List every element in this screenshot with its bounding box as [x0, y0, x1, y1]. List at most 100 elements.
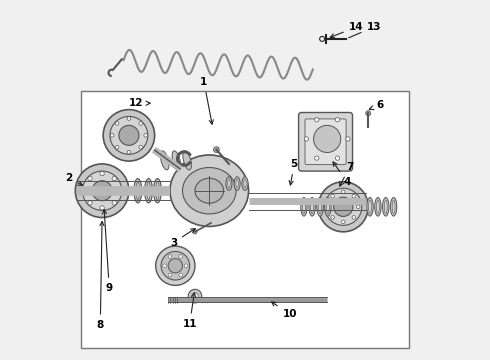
Circle shape: [144, 134, 147, 137]
Circle shape: [318, 182, 368, 232]
Circle shape: [326, 205, 330, 208]
Ellipse shape: [325, 198, 331, 216]
Text: 5: 5: [289, 159, 298, 185]
Ellipse shape: [392, 200, 395, 213]
Circle shape: [82, 171, 122, 210]
Text: 1: 1: [200, 77, 213, 124]
Ellipse shape: [391, 198, 397, 216]
Circle shape: [314, 125, 341, 153]
Ellipse shape: [172, 151, 181, 170]
Text: 3: 3: [170, 229, 195, 248]
Ellipse shape: [236, 179, 239, 188]
Ellipse shape: [383, 198, 389, 216]
Circle shape: [192, 293, 198, 299]
Ellipse shape: [242, 177, 248, 190]
Circle shape: [100, 171, 104, 176]
Ellipse shape: [234, 177, 240, 190]
Ellipse shape: [302, 200, 305, 213]
Circle shape: [315, 156, 319, 160]
Circle shape: [112, 201, 117, 205]
Circle shape: [168, 273, 172, 277]
Circle shape: [193, 230, 197, 234]
Text: 8: 8: [97, 221, 104, 330]
Ellipse shape: [376, 200, 379, 213]
Circle shape: [88, 176, 92, 181]
Text: 9: 9: [102, 210, 113, 293]
Text: 2: 2: [66, 173, 82, 185]
Ellipse shape: [182, 167, 236, 214]
Ellipse shape: [136, 182, 140, 200]
Text: 6: 6: [369, 100, 383, 111]
FancyBboxPatch shape: [298, 112, 352, 171]
Circle shape: [184, 264, 188, 267]
Text: 12: 12: [129, 98, 150, 108]
Ellipse shape: [156, 182, 159, 200]
Circle shape: [92, 181, 112, 201]
Ellipse shape: [326, 200, 329, 213]
Circle shape: [352, 216, 356, 219]
Ellipse shape: [317, 198, 323, 216]
Text: 4: 4: [333, 162, 351, 187]
Ellipse shape: [244, 179, 246, 188]
Circle shape: [100, 206, 104, 210]
Bar: [81, 91, 409, 348]
Circle shape: [139, 122, 143, 125]
Circle shape: [127, 150, 131, 154]
Ellipse shape: [228, 179, 230, 188]
Circle shape: [115, 122, 119, 125]
Ellipse shape: [170, 155, 248, 226]
Text: 14: 14: [330, 22, 363, 38]
Text: 11: 11: [182, 293, 197, 329]
Circle shape: [163, 264, 167, 267]
Circle shape: [352, 194, 356, 198]
Circle shape: [139, 145, 143, 149]
Ellipse shape: [309, 198, 316, 216]
Text: 13: 13: [349, 22, 381, 38]
Circle shape: [115, 145, 119, 149]
Circle shape: [168, 258, 182, 273]
Circle shape: [334, 197, 353, 216]
Ellipse shape: [384, 200, 387, 213]
Circle shape: [335, 118, 340, 122]
Circle shape: [110, 116, 148, 154]
Text: 10: 10: [271, 302, 297, 319]
Ellipse shape: [301, 198, 307, 216]
Ellipse shape: [226, 177, 232, 190]
Text: 7: 7: [340, 162, 353, 186]
Circle shape: [304, 137, 309, 141]
Circle shape: [179, 255, 182, 258]
Ellipse shape: [145, 179, 152, 203]
Circle shape: [315, 118, 319, 122]
Circle shape: [331, 216, 334, 219]
Ellipse shape: [160, 151, 169, 170]
Ellipse shape: [195, 178, 223, 203]
Circle shape: [161, 251, 190, 280]
Ellipse shape: [134, 179, 142, 203]
Circle shape: [110, 134, 114, 137]
Circle shape: [179, 273, 182, 277]
Circle shape: [88, 201, 92, 205]
Circle shape: [214, 147, 220, 153]
Ellipse shape: [153, 179, 161, 203]
Ellipse shape: [147, 182, 150, 200]
Circle shape: [342, 190, 345, 194]
Circle shape: [168, 255, 172, 258]
Circle shape: [112, 176, 117, 181]
Circle shape: [346, 137, 350, 141]
Ellipse shape: [368, 200, 371, 213]
Circle shape: [356, 205, 360, 208]
Circle shape: [342, 220, 345, 224]
Circle shape: [127, 117, 131, 120]
Circle shape: [103, 110, 155, 161]
Ellipse shape: [183, 151, 192, 170]
Ellipse shape: [367, 198, 373, 216]
Circle shape: [83, 189, 87, 193]
Ellipse shape: [375, 198, 381, 216]
Circle shape: [325, 188, 362, 225]
Circle shape: [335, 156, 340, 160]
Circle shape: [331, 194, 334, 198]
Circle shape: [75, 164, 129, 217]
Circle shape: [119, 125, 139, 145]
Circle shape: [366, 111, 371, 116]
Circle shape: [188, 289, 202, 303]
